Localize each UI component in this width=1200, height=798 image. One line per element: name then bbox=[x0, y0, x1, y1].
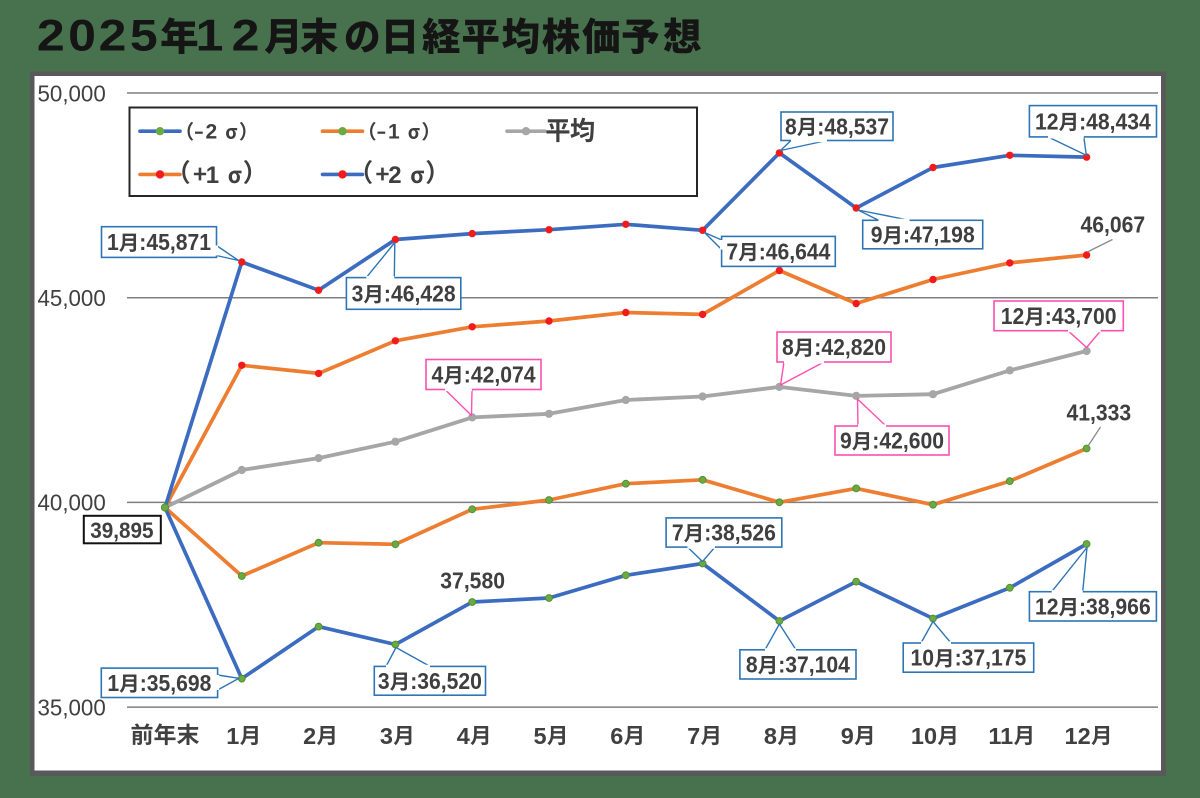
svg-text:8: 8 bbox=[785, 113, 797, 139]
svg-text:41,333: 41,333 bbox=[1067, 399, 1132, 425]
svg-text:8: 8 bbox=[764, 723, 777, 749]
svg-text::42,074: :42,074 bbox=[464, 362, 536, 388]
svg-text::45,871: :45,871 bbox=[139, 229, 211, 255]
svg-text:2: 2 bbox=[99, 11, 127, 61]
svg-text:1: 1 bbox=[226, 723, 239, 749]
svg-text::46,644: :46,644 bbox=[759, 239, 831, 265]
svg-text::35,698: :35,698 bbox=[140, 670, 212, 696]
svg-text::48,537: :48,537 bbox=[817, 113, 889, 139]
svg-text:50,000: 50,000 bbox=[38, 80, 106, 107]
svg-text::38,966: :38,966 bbox=[1079, 594, 1151, 620]
svg-text:46,067: 46,067 bbox=[1081, 212, 1146, 238]
svg-text:35,000: 35,000 bbox=[38, 694, 106, 721]
svg-text:7: 7 bbox=[672, 520, 684, 546]
svg-text:2: 2 bbox=[37, 11, 65, 61]
svg-text:1: 1 bbox=[107, 670, 119, 696]
svg-text:1: 1 bbox=[206, 162, 219, 189]
svg-text:9: 9 bbox=[840, 428, 852, 454]
svg-text:1: 1 bbox=[107, 229, 119, 255]
svg-text::36,520: :36,520 bbox=[410, 668, 482, 694]
svg-text:9: 9 bbox=[871, 222, 883, 248]
svg-text:4: 4 bbox=[457, 723, 470, 749]
svg-text::37,175: :37,175 bbox=[955, 645, 1027, 671]
svg-text:3: 3 bbox=[378, 668, 390, 694]
svg-text:10: 10 bbox=[911, 645, 935, 671]
svg-text:37,580: 37,580 bbox=[440, 568, 505, 594]
svg-text:45,000: 45,000 bbox=[38, 284, 106, 311]
svg-text:2: 2 bbox=[303, 723, 316, 749]
svg-text::38,526: :38,526 bbox=[704, 520, 776, 546]
svg-text:5: 5 bbox=[130, 11, 158, 61]
svg-text:7: 7 bbox=[687, 723, 700, 749]
svg-text:6: 6 bbox=[610, 723, 623, 749]
svg-text:7: 7 bbox=[726, 239, 738, 265]
svg-text::43,700: :43,700 bbox=[1045, 303, 1117, 329]
svg-text:12: 12 bbox=[1001, 303, 1025, 329]
svg-text:3: 3 bbox=[352, 281, 364, 307]
svg-text:39,895: 39,895 bbox=[90, 517, 153, 543]
svg-text:1: 1 bbox=[196, 11, 224, 61]
svg-text::37,104: :37,104 bbox=[778, 652, 850, 678]
svg-text:8: 8 bbox=[782, 334, 794, 360]
svg-text:9: 9 bbox=[841, 723, 854, 749]
svg-text:40,000: 40,000 bbox=[38, 489, 106, 516]
svg-text:5: 5 bbox=[534, 723, 547, 749]
svg-text::46,428: :46,428 bbox=[384, 281, 456, 307]
svg-text::42,600: :42,600 bbox=[872, 428, 944, 454]
svg-text:1: 1 bbox=[388, 121, 400, 144]
svg-text::47,198: :47,198 bbox=[903, 222, 975, 248]
svg-text:10: 10 bbox=[911, 723, 937, 749]
svg-text:3: 3 bbox=[380, 723, 393, 749]
svg-text:0: 0 bbox=[68, 11, 96, 61]
svg-text:12: 12 bbox=[1035, 108, 1059, 134]
svg-text:2: 2 bbox=[206, 121, 218, 144]
svg-text:4: 4 bbox=[432, 362, 444, 388]
svg-text:2: 2 bbox=[232, 11, 260, 61]
svg-text:12: 12 bbox=[1065, 723, 1091, 749]
svg-text:12: 12 bbox=[1035, 594, 1059, 620]
svg-text:2: 2 bbox=[388, 162, 401, 189]
svg-text:8: 8 bbox=[746, 652, 758, 678]
svg-text::42,820: :42,820 bbox=[814, 334, 886, 360]
svg-text:11: 11 bbox=[988, 723, 1013, 749]
svg-text::48,434: :48,434 bbox=[1079, 108, 1151, 134]
